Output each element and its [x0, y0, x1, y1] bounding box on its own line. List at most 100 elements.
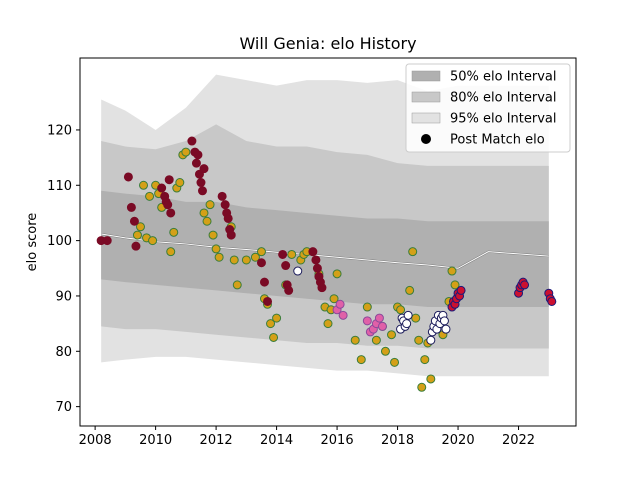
data-point	[196, 178, 206, 188]
data-point	[439, 316, 449, 326]
plot-frame	[79, 57, 577, 427]
legend-box	[405, 63, 571, 153]
post-match-points	[96, 136, 557, 392]
legend: 50% elo Interval 80% elo Interval 95% elo …	[405, 63, 571, 153]
data-point	[250, 252, 260, 262]
data-point	[311, 255, 321, 265]
data-point	[312, 263, 322, 273]
data-point	[547, 296, 557, 306]
x-tick-label: 2010	[139, 433, 172, 448]
data-point	[229, 255, 239, 265]
data-point	[205, 200, 215, 210]
data-point	[520, 280, 530, 290]
y-axis-ticks: 70 80 90 100 110 120	[47, 123, 80, 415]
data-point	[175, 178, 185, 188]
data-point	[135, 222, 145, 232]
data-point	[256, 258, 266, 268]
data-point	[284, 285, 294, 295]
data-point	[217, 191, 227, 201]
y-tick-label: 90	[55, 289, 72, 304]
data-point	[256, 247, 266, 257]
data-point	[350, 335, 360, 345]
data-point	[193, 150, 203, 160]
data-point	[208, 230, 218, 240]
median-line-layer	[101, 232, 549, 270]
data-point	[374, 313, 384, 323]
data-point	[191, 158, 201, 168]
data-point	[187, 136, 197, 146]
data-point	[197, 186, 207, 196]
data-point	[408, 247, 418, 257]
data-point	[181, 147, 191, 157]
x-tick-label: 2018	[381, 433, 414, 448]
data-point	[164, 175, 174, 185]
data-point	[447, 266, 457, 276]
data-point	[417, 382, 427, 392]
data-point	[272, 313, 282, 323]
y-axis-label: elo score	[25, 213, 40, 272]
data-point	[405, 285, 415, 295]
legend-label: 95% elo Interval	[450, 112, 557, 127]
data-point	[123, 172, 133, 182]
data-point	[450, 280, 460, 290]
data-point	[356, 355, 366, 365]
data-point	[169, 227, 179, 237]
x-tick-label: 2014	[260, 433, 293, 448]
data-point	[411, 313, 421, 323]
y-tick-label: 70	[55, 400, 72, 415]
data-point	[202, 216, 212, 226]
chart-title: Will Genia: elo History	[239, 34, 416, 53]
data-point	[269, 332, 279, 342]
data-point	[293, 266, 303, 276]
data-point	[163, 200, 173, 210]
data-point	[223, 213, 233, 223]
data-point	[166, 208, 176, 218]
data-point	[148, 236, 158, 246]
data-point	[362, 316, 372, 326]
legend-label: 80% elo Interval	[450, 91, 557, 106]
data-point	[390, 357, 400, 367]
data-point	[338, 310, 348, 320]
data-point	[362, 302, 372, 312]
data-point	[241, 255, 251, 265]
data-point	[317, 283, 327, 293]
legend-label: Post Match elo	[450, 133, 545, 148]
x-tick-label: 2012	[200, 433, 233, 448]
data-point	[441, 324, 451, 334]
data-point	[323, 319, 333, 329]
legend-dot	[421, 134, 431, 144]
data-point	[263, 296, 273, 306]
data-point	[131, 241, 141, 251]
data-point	[308, 247, 318, 257]
data-point	[132, 230, 142, 240]
x-axis-ticks: 2008 2010 2012 2014 2016 2018 2020 2022	[79, 426, 535, 448]
y-tick-label: 100	[47, 234, 72, 249]
data-point	[145, 191, 155, 201]
data-point	[403, 310, 413, 320]
data-point	[426, 374, 436, 384]
data-point	[126, 202, 136, 212]
data-point	[371, 335, 381, 345]
data-point	[335, 299, 345, 309]
y-tick-label: 110	[47, 179, 72, 194]
data-point	[139, 180, 149, 190]
data-point	[287, 249, 297, 259]
band-50	[101, 190, 549, 308]
legend-swatch	[411, 70, 441, 82]
data-point	[199, 164, 209, 174]
data-point	[226, 230, 236, 240]
data-point	[426, 335, 436, 345]
data-point	[232, 280, 242, 290]
data-point	[266, 319, 276, 329]
y-tick-label: 120	[47, 123, 72, 138]
data-point	[402, 319, 412, 329]
data-point	[387, 330, 397, 340]
data-point	[329, 294, 339, 304]
data-point	[420, 355, 430, 365]
legend-swatch	[411, 91, 441, 103]
data-point	[414, 335, 424, 345]
data-point	[211, 244, 221, 254]
data-point	[166, 247, 176, 257]
x-tick-label: 2008	[79, 433, 112, 448]
x-tick-label: 2016	[321, 433, 354, 448]
